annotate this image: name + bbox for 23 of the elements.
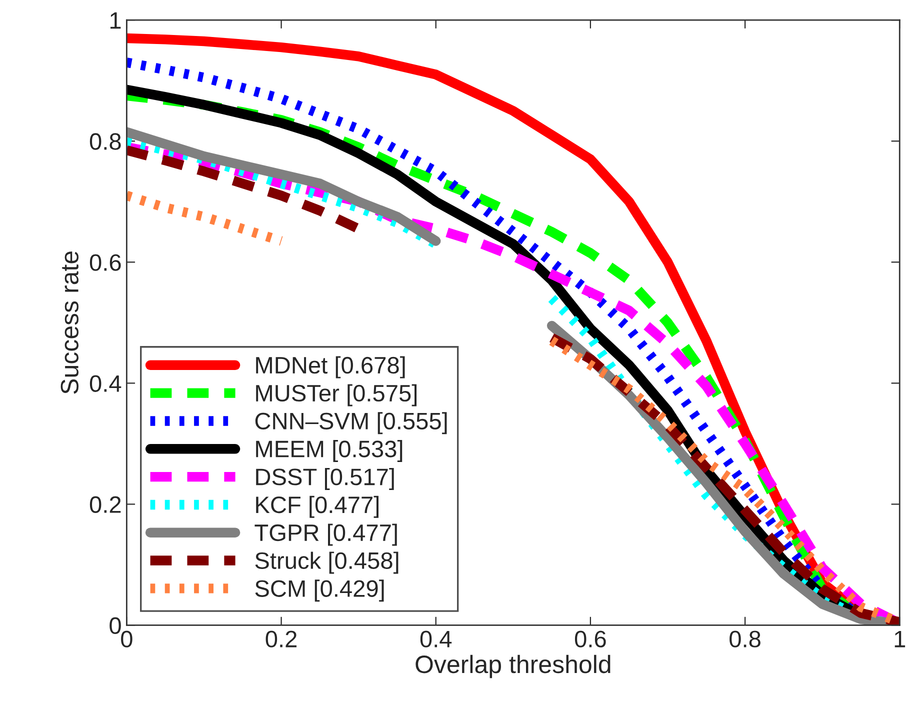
x-tick-label: 0.8 bbox=[730, 630, 760, 648]
x-tick-label: 0.4 bbox=[420, 630, 452, 648]
x-tick-label: 0.2 bbox=[266, 630, 297, 648]
legend-label: MDNet [0.678] bbox=[256, 356, 405, 378]
legend-label: CNN–SVM [0.555] bbox=[255, 412, 447, 434]
y-axis-title: Success rate bbox=[60, 252, 79, 394]
legend-label: KCF [0.477] bbox=[256, 496, 378, 518]
y-tick-label: 0.4 bbox=[90, 375, 122, 392]
legend-label: MUSTer [0.575] bbox=[256, 384, 417, 406]
legend-label: DSST [0.517] bbox=[256, 468, 394, 490]
x-tick-label: 1 bbox=[894, 630, 906, 648]
x-axis-title: Overlap threshold bbox=[416, 654, 610, 678]
y-tick-label: 0.2 bbox=[90, 496, 121, 513]
y-tick-label: 0 bbox=[110, 617, 121, 634]
legend-label: SCM [0.429] bbox=[255, 580, 384, 602]
legend-label: TGPR [0.477] bbox=[254, 524, 397, 546]
y-tick-label: 1 bbox=[110, 12, 121, 29]
legend-label: MEEM [0.533] bbox=[256, 440, 402, 462]
y-tick-label: 0.6 bbox=[90, 254, 121, 271]
y-tick-label: 0.8 bbox=[90, 133, 121, 150]
x-tick-label: 0.6 bbox=[574, 630, 606, 648]
legend-label: Struck [0.458] bbox=[255, 552, 398, 574]
x-tick-label: 0 bbox=[121, 630, 132, 648]
